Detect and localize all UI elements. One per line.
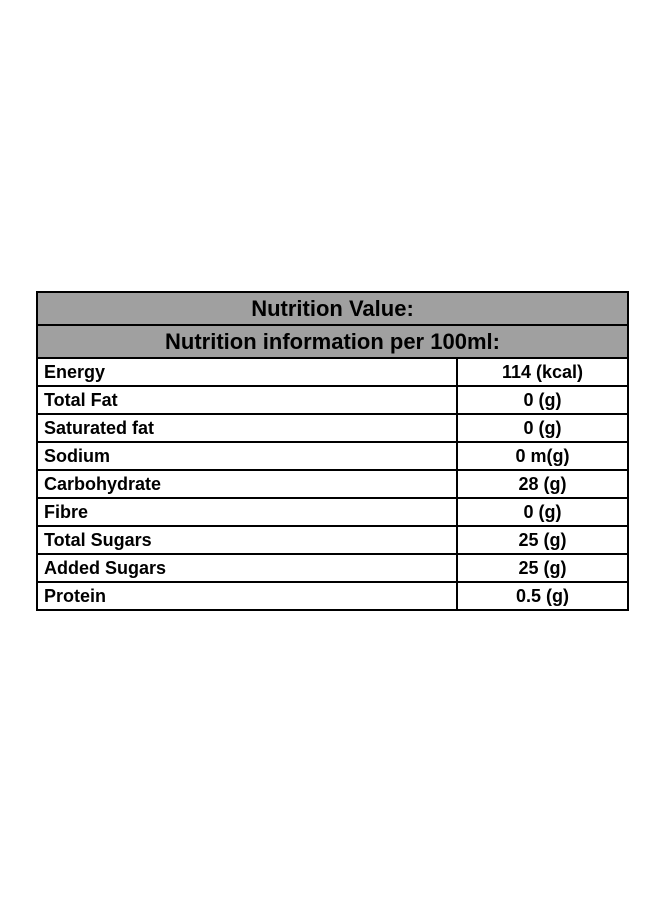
table-row: Sodium 0 m(g) xyxy=(36,441,629,471)
nutrient-label: Carbohydrate xyxy=(36,469,458,499)
table-row: Saturated fat 0 (g) xyxy=(36,413,629,443)
table-row: Total Sugars 25 (g) xyxy=(36,525,629,555)
nutrient-value: 0 (g) xyxy=(456,385,629,415)
table-title-row: Nutrition Value: xyxy=(36,291,629,326)
nutrient-value: 114 (kcal) xyxy=(456,357,629,387)
nutrient-label: Sodium xyxy=(36,441,458,471)
nutrient-value: 0 m(g) xyxy=(456,441,629,471)
nutrient-label: Total Fat xyxy=(36,385,458,415)
table-row: Carbohydrate 28 (g) xyxy=(36,469,629,499)
nutrient-value: 0 (g) xyxy=(456,413,629,443)
table-subtitle-row: Nutrition information per 100ml: xyxy=(36,324,629,359)
nutrient-value: 25 (g) xyxy=(456,553,629,583)
table-row: Fibre 0 (g) xyxy=(36,497,629,527)
nutrient-value: 0.5 (g) xyxy=(456,581,629,611)
table-row: Added Sugars 25 (g) xyxy=(36,553,629,583)
nutrient-label: Fibre xyxy=(36,497,458,527)
nutrition-facts-table: Nutrition Value: Nutrition information p… xyxy=(36,291,629,611)
nutrient-label: Saturated fat xyxy=(36,413,458,443)
table-subtitle: Nutrition information per 100ml: xyxy=(36,324,629,359)
nutrient-label: Total Sugars xyxy=(36,525,458,555)
nutrient-value: 0 (g) xyxy=(456,497,629,527)
nutrient-value: 28 (g) xyxy=(456,469,629,499)
table-row: Total Fat 0 (g) xyxy=(36,385,629,415)
nutrient-label: Added Sugars xyxy=(36,553,458,583)
table-title: Nutrition Value: xyxy=(36,291,629,326)
table-row: Energy 114 (kcal) xyxy=(36,357,629,387)
nutrient-label: Protein xyxy=(36,581,458,611)
nutrient-label: Energy xyxy=(36,357,458,387)
nutrition-table: Nutrition Value: Nutrition information p… xyxy=(36,291,629,611)
table-row: Protein 0.5 (g) xyxy=(36,581,629,611)
nutrient-value: 25 (g) xyxy=(456,525,629,555)
